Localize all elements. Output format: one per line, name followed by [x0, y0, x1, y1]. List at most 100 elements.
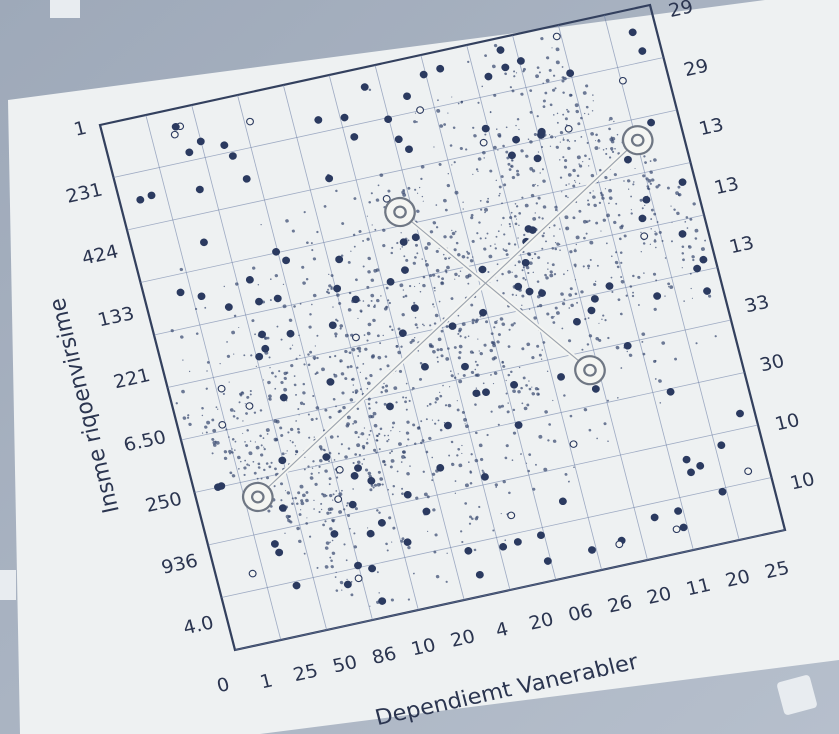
- dot: [416, 209, 420, 213]
- dot: [275, 548, 284, 557]
- dot: [376, 509, 379, 512]
- dot: [533, 154, 542, 163]
- dot: [554, 205, 558, 209]
- dot: [604, 319, 607, 322]
- dot: [289, 427, 294, 432]
- dot: [507, 242, 511, 246]
- dot: [599, 147, 601, 149]
- dot: [666, 388, 675, 396]
- dot: [378, 597, 387, 605]
- dot: [431, 419, 434, 421]
- dot: [559, 249, 561, 251]
- dot: [465, 148, 468, 151]
- dot: [454, 230, 457, 233]
- dot: [348, 291, 352, 295]
- trend-line-edge: [257, 139, 639, 498]
- dot: [354, 507, 358, 511]
- dot: [409, 465, 411, 467]
- dot: [568, 307, 571, 309]
- dot: [260, 444, 263, 447]
- dot: [664, 257, 667, 259]
- dot: [641, 207, 644, 210]
- dot: [263, 447, 266, 451]
- dot: [695, 342, 698, 345]
- dot: [511, 459, 514, 461]
- dot: [587, 267, 590, 270]
- dot: [204, 306, 207, 309]
- dot: [602, 218, 607, 222]
- dot: [505, 150, 509, 154]
- dot: [263, 446, 265, 448]
- dot: [293, 305, 296, 308]
- dot: [505, 379, 507, 382]
- dot: [309, 350, 313, 354]
- dot: [533, 252, 537, 256]
- dot: [568, 183, 570, 185]
- dot: [484, 237, 487, 240]
- dot: [592, 100, 594, 102]
- dot: [262, 379, 265, 381]
- dot: [336, 293, 340, 297]
- dot: [312, 460, 315, 463]
- dot: [608, 188, 613, 193]
- dot: [632, 181, 635, 183]
- dot: [439, 391, 441, 393]
- grid-line: [207, 424, 759, 546]
- x-tick-label: 11: [684, 575, 713, 600]
- dot: [692, 202, 696, 206]
- dot: [547, 268, 549, 270]
- dot: [520, 149, 524, 153]
- dot: [246, 463, 249, 466]
- dot: [295, 420, 297, 422]
- dot: [653, 292, 662, 300]
- dot: [528, 308, 531, 310]
- dot: [610, 140, 615, 144]
- dot: [431, 303, 435, 306]
- dot: [598, 338, 602, 342]
- dot: [295, 357, 298, 360]
- dot: [380, 295, 382, 297]
- dot: [328, 321, 337, 329]
- dot: [457, 253, 461, 257]
- dot: [262, 437, 265, 440]
- dot: [223, 285, 226, 288]
- dot: [642, 174, 646, 178]
- dot: [696, 462, 705, 470]
- dot: [590, 173, 595, 178]
- dot: [390, 251, 393, 255]
- dot: [432, 508, 436, 512]
- dot: [595, 221, 599, 225]
- dot: [487, 197, 490, 200]
- dot: [551, 263, 555, 267]
- x-tick-label: 20: [645, 584, 674, 609]
- dot: [443, 198, 447, 203]
- dot: [588, 334, 593, 338]
- dot: [271, 371, 274, 375]
- dot: [451, 164, 453, 166]
- dot: [552, 399, 554, 402]
- dot: [228, 152, 237, 160]
- dot: [458, 350, 462, 354]
- dot: [311, 249, 314, 252]
- dot: [478, 350, 480, 352]
- dot: [356, 366, 359, 369]
- dot: [469, 482, 473, 485]
- dot: [541, 217, 544, 220]
- dot: [349, 398, 354, 402]
- dot: [414, 323, 418, 327]
- dot: [465, 424, 469, 429]
- dot: [420, 441, 423, 445]
- dot: [244, 459, 247, 462]
- dot: [453, 376, 457, 379]
- dot: [492, 382, 495, 385]
- dot: [575, 243, 578, 246]
- dot: [543, 467, 548, 472]
- dot: [661, 341, 666, 345]
- dot: [510, 370, 513, 373]
- dot: [309, 313, 312, 316]
- dot: [552, 88, 556, 92]
- dot: [677, 193, 681, 197]
- dot: [536, 531, 545, 540]
- dot: [281, 452, 285, 456]
- dot: [545, 276, 549, 280]
